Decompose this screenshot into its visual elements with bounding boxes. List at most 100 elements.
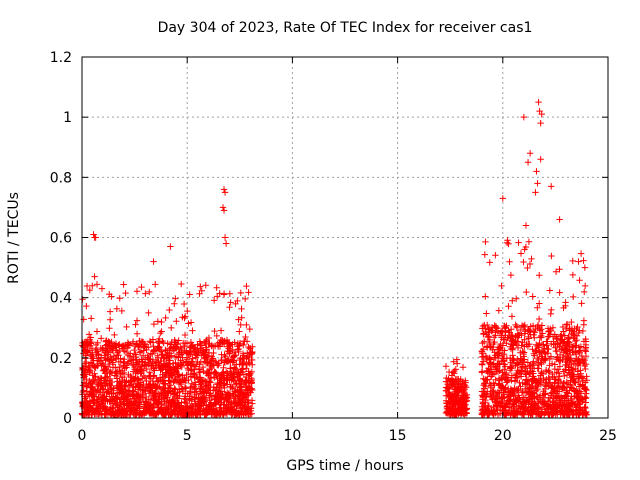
- data-point: [134, 404, 142, 412]
- data-point: [173, 394, 180, 402]
- data-point: [507, 345, 515, 353]
- data-point: [579, 375, 587, 382]
- data-point: [530, 373, 537, 380]
- data-point: [526, 384, 534, 391]
- data-point: [569, 331, 577, 338]
- data-point: [490, 411, 497, 418]
- data-point: [139, 352, 147, 360]
- data-point: [544, 409, 551, 416]
- data-point: [552, 268, 560, 275]
- data-point: [531, 378, 539, 385]
- data-point: [170, 365, 178, 373]
- data-point: [115, 406, 122, 413]
- data-point: [442, 378, 450, 385]
- data-point: [191, 389, 198, 396]
- data-point: [537, 398, 544, 405]
- data-point: [499, 195, 506, 202]
- data-point: [520, 349, 528, 356]
- data-point: [126, 382, 133, 389]
- data-point: [583, 408, 590, 416]
- data-point: [499, 346, 506, 354]
- data-point: [142, 290, 149, 297]
- data-point: [538, 334, 545, 341]
- data-point: [482, 238, 489, 246]
- data-point: [90, 397, 97, 404]
- data-point: [235, 348, 242, 356]
- data-point: [242, 333, 249, 341]
- data-point: [505, 404, 513, 411]
- data-point: [93, 387, 101, 395]
- data-point: [158, 328, 165, 335]
- data-point: [507, 271, 515, 279]
- data-point: [143, 402, 150, 409]
- data-point: [533, 387, 540, 394]
- data-point: [516, 379, 523, 387]
- data-point: [579, 358, 587, 365]
- data-point: [168, 398, 176, 406]
- data-point: [239, 358, 246, 366]
- data-point: [542, 379, 549, 386]
- data-point: [529, 362, 536, 369]
- data-point: [103, 393, 110, 400]
- data-point: [125, 371, 132, 378]
- data-point: [185, 376, 192, 384]
- data-point: [234, 370, 242, 378]
- data-point: [117, 384, 124, 392]
- data-point: [162, 314, 169, 322]
- data-point: [217, 379, 224, 386]
- data-point: [187, 319, 195, 326]
- data-point: [167, 401, 174, 409]
- data-point: [236, 389, 244, 396]
- data-point: [129, 340, 137, 347]
- data-point: [525, 238, 533, 245]
- data-point: [568, 318, 575, 326]
- data-point: [235, 393, 242, 400]
- data-point: [521, 246, 528, 253]
- data-point: [530, 328, 537, 336]
- y-tick-label: 0.4: [50, 291, 72, 307]
- data-point: [445, 398, 452, 405]
- data-point: [81, 348, 89, 355]
- data-point: [174, 399, 181, 406]
- data-point: [195, 408, 202, 415]
- data-point: [108, 338, 115, 346]
- x-tick-label: 10: [283, 428, 301, 444]
- data-point: [528, 255, 535, 263]
- data-point: [106, 291, 113, 298]
- data-point: [540, 401, 547, 409]
- data-point: [479, 400, 487, 407]
- data-point: [107, 384, 115, 392]
- data-point: [248, 368, 256, 376]
- data-point: [186, 291, 193, 298]
- data-point: [546, 362, 553, 369]
- data-point: [526, 381, 533, 388]
- data-point: [164, 409, 171, 416]
- data-point: [455, 392, 462, 399]
- data-point: [202, 359, 210, 367]
- data-point: [141, 409, 148, 416]
- data-point: [554, 340, 561, 347]
- data-point: [482, 293, 489, 300]
- data-point: [501, 328, 509, 336]
- data-point: [203, 368, 211, 376]
- data-point: [510, 357, 518, 364]
- data-point: [124, 360, 131, 367]
- data-point: [174, 402, 182, 410]
- data-point: [166, 377, 173, 385]
- data-point: [520, 113, 528, 121]
- data-point: [513, 360, 521, 367]
- data-point: [131, 398, 138, 405]
- data-point: [200, 398, 208, 405]
- data-point: [538, 368, 545, 376]
- data-point: [553, 355, 560, 363]
- data-point: [533, 347, 540, 354]
- data-point: [154, 318, 162, 325]
- data-point: [534, 405, 542, 412]
- data-point: [152, 385, 159, 392]
- data-point: [195, 366, 203, 373]
- data-point: [206, 378, 213, 385]
- data-point: [556, 338, 564, 346]
- data-point: [506, 392, 514, 400]
- data-point: [114, 349, 121, 356]
- data-point: [520, 411, 528, 418]
